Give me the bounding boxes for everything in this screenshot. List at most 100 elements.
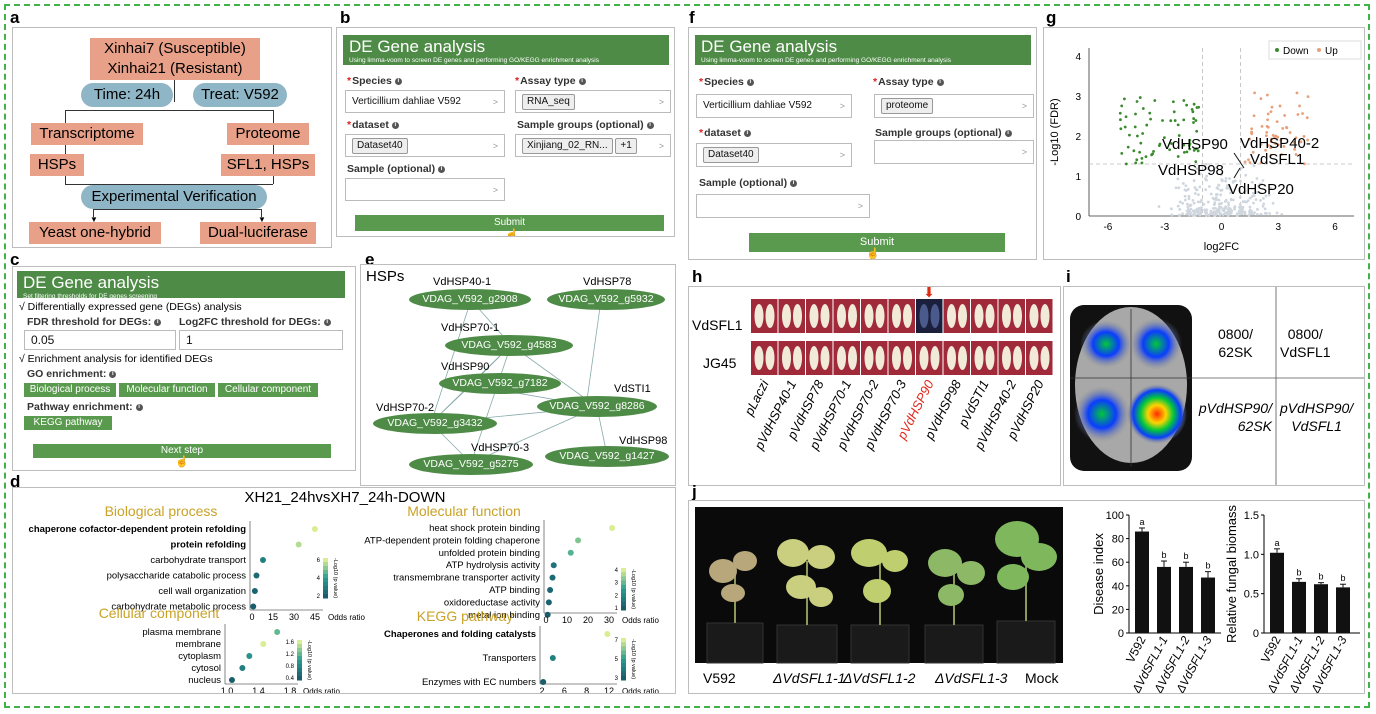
data-point [1207,213,1211,217]
assay-select[interactable]: proteome > [874,94,1034,118]
data-point [1266,118,1269,122]
data-point [1185,103,1189,107]
data-point [604,631,611,637]
data-point [311,526,318,532]
sample-select[interactable]: > [696,194,870,218]
dataset-label: *dataset i [699,127,751,139]
yeast-spot [864,346,874,370]
yeast-spot [754,304,764,328]
data-point [1288,131,1292,134]
data-point [1252,114,1256,118]
submit-button[interactable]: Submit [749,233,1005,252]
yeast-spot [903,304,912,328]
data-point [1274,142,1278,146]
network-node[interactable]: VDAG_V592_g7182 [439,373,561,394]
yeast-spot [974,304,984,328]
groups-label: Sample groups (optional) i [517,119,654,131]
yeast-spot [919,346,929,370]
data-point [1140,161,1144,165]
assay-select[interactable]: RNA_seq > [515,90,671,113]
data-point [1120,151,1124,155]
data-point [1213,201,1217,205]
data-point [1182,151,1186,154]
susceptible-label: Xinhai7 (Susceptible) [104,40,246,57]
data-point [1251,150,1255,154]
yeast-spot [837,346,846,370]
arrow-down-icon: ▼ [90,215,98,224]
legend-swatch [323,594,328,599]
yeast-spot [848,304,857,328]
data-point [1285,126,1289,130]
data-point [1198,213,1201,217]
legend-tick: 2 [317,594,321,600]
network-node[interactable]: VDAG_V592_g1427 [545,446,669,467]
significance-letter: b [1183,551,1188,561]
data-point [1188,142,1192,145]
dataset-select[interactable]: Dataset40 > [696,143,852,167]
data-point [1224,179,1228,183]
kegg-button[interactable]: KEGG pathway [24,416,112,430]
data-point [295,541,302,548]
x-axis-title: Odds ratio [622,616,659,625]
data-point [1192,121,1195,124]
next-step-button[interactable]: Next step [33,444,331,458]
lfc-input[interactable]: 1 [179,330,343,350]
category-label: carbohydrate metabolic process [111,602,246,613]
dataset-chip: Dataset40 [352,138,408,154]
data-point [1172,110,1176,114]
data-point [1191,209,1195,213]
legend-tick: 4 [615,568,619,574]
data-point [1200,198,1203,202]
x-axis-title: Odds ratio [303,687,340,694]
fdr-input[interactable]: 0.05 [24,330,176,350]
data-point [1215,192,1219,196]
assay-label: *Assay type i [873,76,944,88]
data-point [1269,187,1273,190]
data-point [1263,211,1267,215]
y-axis-title: Relative fungal biomass [1224,504,1239,643]
network-node[interactable]: VDAG_V592_g5932 [547,289,665,310]
data-point [1259,97,1263,101]
network-node[interactable]: VDAG_V592_g4583 [445,335,573,356]
legend-tick: 5 [615,657,619,663]
data-point [1145,123,1149,127]
caret-icon: > [658,141,664,151]
data-point [1265,124,1269,128]
network-node[interactable]: VDAG_V592_g8286 [537,396,657,417]
species-select[interactable]: Verticillium dahliae V592 > [696,94,852,118]
category-label: polysaccharide catabolic process [107,571,247,582]
network-node[interactable]: VDAG_V592_g3432 [373,413,497,434]
significance-letter: b [1318,572,1323,582]
data-point [1189,207,1193,211]
go-bp-button[interactable]: Biological process [24,383,116,397]
groups-select[interactable]: > [874,140,1034,164]
data-point [1185,212,1188,216]
data-point [1191,198,1195,202]
data-point [1176,177,1180,181]
data-point [1149,117,1152,121]
dataset-select[interactable]: Dataset40 > [345,134,505,157]
data-point [1271,201,1275,205]
sample-select[interactable]: > [345,178,505,201]
data-point [1207,185,1211,188]
network-node[interactable]: VDAG_V592_g5275 [409,454,533,475]
data-point [1229,211,1233,215]
species-select[interactable]: Verticillium dahliae V592 > [345,90,505,113]
data-point [1217,202,1221,206]
submit-button[interactable]: Submit [355,215,664,231]
plant-label: ΔVdSFL1-3 [935,670,1008,686]
caret-icon: > [1021,101,1027,111]
data-point [1257,184,1261,188]
data-point [1197,105,1201,109]
color-legend [621,638,626,681]
go-mf-button[interactable]: Molecular function [119,383,215,397]
caret-icon: > [839,101,845,111]
data-point [1247,158,1250,162]
network-node[interactable]: VDAG_V592_g2908 [409,289,531,310]
groups-select[interactable]: Xinjiang_02_RN... +1 > [515,134,671,157]
go-cc-button[interactable]: Cellular component [218,383,318,397]
data-point [1181,201,1185,205]
legend-swatch [297,668,302,673]
y-axis-title: Disease index [1091,533,1106,615]
